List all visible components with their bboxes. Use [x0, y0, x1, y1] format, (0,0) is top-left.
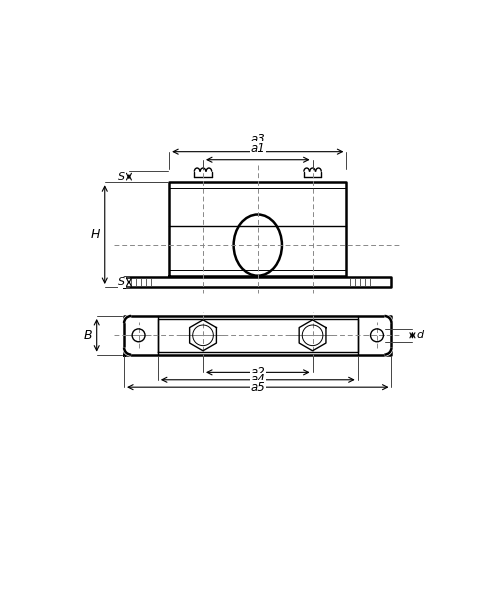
Text: S: S	[118, 172, 125, 181]
Text: a1: a1	[250, 142, 265, 155]
Text: H: H	[91, 228, 101, 241]
Text: B: B	[83, 329, 92, 342]
Text: a2: a2	[250, 366, 265, 379]
Text: S: S	[118, 277, 125, 287]
Text: d: d	[417, 330, 424, 340]
Text: a3: a3	[250, 133, 265, 146]
Text: a4: a4	[250, 373, 265, 386]
Text: a5: a5	[250, 381, 265, 393]
